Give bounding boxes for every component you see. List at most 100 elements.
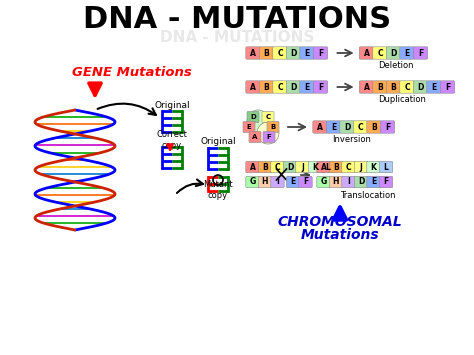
Text: B: B	[264, 49, 269, 58]
Text: C: C	[275, 163, 280, 171]
Text: A: A	[364, 49, 369, 58]
FancyBboxPatch shape	[373, 81, 387, 93]
FancyBboxPatch shape	[271, 161, 284, 173]
Text: DNA - MUTATIONS: DNA - MUTATIONS	[83, 5, 391, 33]
Text: L: L	[325, 163, 330, 171]
FancyBboxPatch shape	[258, 161, 272, 173]
FancyBboxPatch shape	[246, 161, 259, 173]
Text: D: D	[417, 82, 424, 92]
Text: D: D	[290, 49, 297, 58]
FancyBboxPatch shape	[259, 81, 273, 93]
Text: Inversion: Inversion	[333, 136, 372, 144]
FancyBboxPatch shape	[427, 81, 441, 93]
FancyBboxPatch shape	[247, 111, 259, 122]
Text: K: K	[371, 163, 376, 171]
FancyBboxPatch shape	[273, 81, 287, 93]
Text: D: D	[358, 178, 364, 186]
Text: D: D	[250, 114, 256, 120]
Text: B: B	[270, 124, 275, 130]
Text: E: E	[304, 82, 310, 92]
Text: G: G	[320, 178, 327, 186]
Text: DNA - MUTATIONS: DNA - MUTATIONS	[160, 29, 314, 44]
FancyBboxPatch shape	[286, 176, 300, 188]
FancyBboxPatch shape	[313, 81, 328, 93]
Text: C: C	[277, 49, 283, 58]
Text: F: F	[318, 49, 323, 58]
FancyBboxPatch shape	[308, 161, 322, 173]
FancyBboxPatch shape	[283, 161, 297, 173]
Text: E: E	[246, 124, 251, 130]
FancyBboxPatch shape	[267, 121, 279, 132]
Text: D: D	[390, 49, 397, 58]
FancyBboxPatch shape	[342, 161, 355, 173]
FancyBboxPatch shape	[359, 47, 374, 59]
FancyBboxPatch shape	[262, 111, 274, 122]
Text: E: E	[371, 178, 376, 186]
Text: J: J	[360, 163, 363, 171]
FancyBboxPatch shape	[317, 161, 330, 173]
Text: F: F	[383, 178, 389, 186]
Text: D: D	[344, 122, 350, 131]
Text: D: D	[287, 163, 293, 171]
FancyBboxPatch shape	[413, 81, 428, 93]
Text: F: F	[318, 82, 323, 92]
Text: Translocation: Translocation	[340, 191, 396, 200]
FancyBboxPatch shape	[354, 176, 368, 188]
FancyBboxPatch shape	[249, 131, 261, 142]
FancyBboxPatch shape	[400, 47, 414, 59]
FancyBboxPatch shape	[329, 176, 343, 188]
FancyBboxPatch shape	[354, 161, 368, 173]
FancyBboxPatch shape	[273, 47, 287, 59]
Text: F: F	[418, 49, 423, 58]
FancyBboxPatch shape	[263, 131, 275, 142]
Text: L: L	[383, 163, 388, 171]
Text: B: B	[371, 122, 377, 131]
Text: H: H	[262, 178, 268, 186]
Text: F: F	[303, 178, 308, 186]
Text: C: C	[265, 114, 271, 120]
Text: CHROMOSOMAL: CHROMOSOMAL	[278, 215, 402, 229]
FancyBboxPatch shape	[386, 47, 401, 59]
Text: Original: Original	[200, 137, 236, 147]
Text: B: B	[391, 82, 396, 92]
FancyBboxPatch shape	[246, 81, 260, 93]
FancyBboxPatch shape	[271, 176, 284, 188]
Text: C: C	[346, 163, 351, 171]
Text: A: A	[250, 49, 256, 58]
FancyBboxPatch shape	[373, 47, 387, 59]
Text: I: I	[347, 178, 350, 186]
FancyBboxPatch shape	[317, 176, 330, 188]
FancyBboxPatch shape	[413, 47, 428, 59]
Text: Mutations: Mutations	[301, 228, 379, 242]
Text: Mutant
copy: Mutant copy	[203, 180, 233, 200]
FancyBboxPatch shape	[246, 47, 260, 59]
FancyBboxPatch shape	[340, 121, 354, 133]
Text: C: C	[358, 122, 363, 131]
FancyBboxPatch shape	[313, 121, 327, 133]
FancyBboxPatch shape	[379, 161, 392, 173]
Text: C: C	[404, 82, 410, 92]
Text: K: K	[312, 163, 318, 171]
Text: A: A	[250, 82, 256, 92]
Text: E: E	[291, 178, 296, 186]
Text: A: A	[320, 163, 327, 171]
Text: D: D	[290, 82, 297, 92]
FancyBboxPatch shape	[400, 81, 414, 93]
FancyBboxPatch shape	[367, 121, 381, 133]
FancyBboxPatch shape	[367, 161, 380, 173]
Text: E: E	[431, 82, 437, 92]
FancyBboxPatch shape	[367, 176, 380, 188]
FancyBboxPatch shape	[246, 176, 259, 188]
FancyBboxPatch shape	[300, 47, 314, 59]
FancyBboxPatch shape	[329, 161, 343, 173]
Circle shape	[247, 110, 269, 132]
Text: J: J	[301, 163, 304, 171]
Text: B: B	[262, 163, 268, 171]
Text: C: C	[377, 49, 383, 58]
Text: GENE Mutations: GENE Mutations	[72, 66, 192, 80]
Text: Original: Original	[154, 100, 190, 109]
FancyBboxPatch shape	[440, 81, 455, 93]
FancyBboxPatch shape	[380, 121, 395, 133]
Text: F: F	[266, 134, 272, 140]
Text: E: E	[404, 49, 410, 58]
